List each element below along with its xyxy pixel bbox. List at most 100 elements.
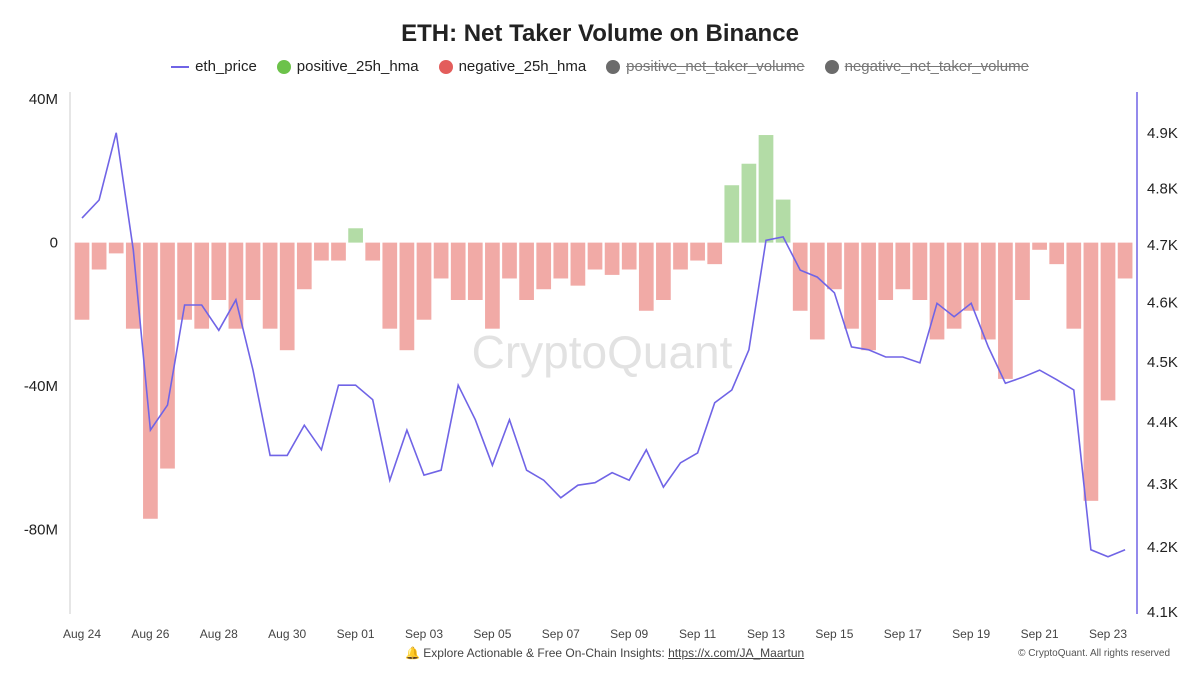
- negative-bar: [125, 242, 141, 329]
- line-marker-icon: [171, 65, 190, 68]
- positive-bar: [724, 185, 740, 243]
- x-tick-label: Sep 11: [679, 627, 716, 641]
- legend-label: positive_25h_hma: [296, 58, 419, 75]
- negative-bar: [1032, 242, 1047, 250]
- legend-item-positive-hma[interactable]: positive_25h_hma: [276, 58, 419, 75]
- y-left-tick-label: 0: [50, 235, 58, 252]
- negative-bar: [296, 242, 312, 290]
- negative-bar: [912, 242, 928, 300]
- negative-bar: [485, 242, 500, 329]
- negative-bar: [621, 242, 637, 270]
- negative-bar: [1066, 242, 1082, 329]
- y-right-tick-label: 4.2K: [1147, 539, 1178, 556]
- y-right-tick-label: 4.4K: [1147, 414, 1178, 431]
- y-right-tick-label: 4.9K: [1147, 125, 1178, 142]
- negative-bar: [1049, 242, 1065, 265]
- negative-bar: [416, 242, 432, 320]
- copyright: © CryptoQuant. All rights reserved: [1018, 648, 1170, 659]
- negative-bar: [399, 242, 415, 351]
- negative-bar: [228, 242, 244, 329]
- dot-marker-icon: [824, 59, 839, 74]
- negative-bar: [1015, 242, 1030, 300]
- negative-bar: [1100, 242, 1116, 401]
- x-tick-label: Sep 19: [952, 627, 990, 641]
- dot-marker-icon: [276, 59, 291, 74]
- negative-bar: [929, 242, 945, 340]
- negative-bar: [570, 242, 586, 286]
- bell-icon: 🔔: [405, 646, 420, 660]
- legend-item-negative-net-taker-volume[interactable]: negative_net_taker_volume: [824, 58, 1029, 75]
- x-tick-label: Sep 23: [1089, 627, 1127, 641]
- legend-item-negative-hma[interactable]: negative_25h_hma: [438, 58, 587, 75]
- x-tick-label: Sep 07: [542, 627, 580, 641]
- x-tick-label: Aug 30: [268, 627, 306, 641]
- legend-label: negative_net_taker_volume: [844, 58, 1029, 75]
- negative-bar: [946, 242, 962, 329]
- y-right-tick-label: 4.5K: [1147, 354, 1178, 371]
- x-tick-label: Sep 21: [1021, 627, 1059, 641]
- eth-price-line: [81, 132, 1126, 558]
- x-tick-label: Sep 13: [747, 627, 785, 641]
- positive-bar: [741, 163, 757, 243]
- negative-bar: [690, 242, 705, 261]
- negative-bar: [604, 242, 620, 275]
- negative-bar: [792, 242, 808, 311]
- negative-bar: [194, 242, 210, 329]
- x-tick-label: Sep 17: [884, 627, 922, 641]
- negative-bar: [553, 242, 569, 279]
- legend-label: negative_25h_hma: [458, 58, 587, 75]
- x-tick-label: Sep 03: [405, 627, 443, 641]
- negative-bar: [656, 242, 671, 300]
- y-right-tick-label: 4.6K: [1147, 295, 1178, 312]
- negative-bar: [450, 242, 466, 300]
- x-tick-label: Aug 24: [63, 627, 101, 641]
- x-tick-label: Sep 05: [473, 627, 511, 641]
- x-tick-label: Sep 01: [337, 627, 375, 641]
- negative-bar: [1083, 242, 1099, 501]
- footer-link[interactable]: https://x.com/JA_Maartun: [668, 646, 805, 660]
- negative-bar: [809, 242, 825, 340]
- negative-bar: [467, 242, 483, 300]
- y-right-tick-label: 4.3K: [1147, 476, 1178, 493]
- negative-bar: [587, 242, 603, 270]
- chart-title: ETH: Net Taker Volume on Binance: [401, 20, 799, 47]
- negative-bar: [279, 242, 295, 351]
- positive-bar: [758, 135, 774, 243]
- negative-bar: [143, 242, 158, 519]
- negative-bar: [895, 242, 911, 290]
- negative-bar: [211, 242, 227, 300]
- footer-text: Explore Actionable & Free On-Chain Insig…: [423, 646, 665, 660]
- watermark: CryptoQuant: [472, 326, 733, 378]
- negative-bar: [160, 242, 175, 469]
- negative-bar: [861, 242, 876, 351]
- legend-item-eth-price[interactable]: eth_price: [171, 58, 257, 75]
- dot-marker-icon: [606, 59, 621, 74]
- positive-bar: [348, 228, 363, 243]
- x-tick-label: Sep 15: [815, 627, 853, 641]
- dot-marker-icon: [438, 59, 453, 74]
- negative-bar: [844, 242, 859, 329]
- negative-bar: [827, 242, 842, 290]
- negative-bar: [998, 242, 1013, 379]
- y-left-tick-label: -80M: [24, 522, 58, 539]
- legend: eth_price positive_25h_hma negative_25h_…: [0, 58, 1200, 75]
- x-tick-label: Sep 09: [610, 627, 648, 641]
- legend-item-positive-net-taker-volume[interactable]: positive_net_taker_volume: [606, 58, 805, 75]
- x-tick-label: Aug 28: [200, 627, 238, 641]
- negative-bar: [331, 242, 346, 261]
- negative-bar: [1117, 242, 1133, 279]
- legend-label: positive_net_taker_volume: [626, 58, 805, 75]
- negative-bar: [262, 242, 278, 329]
- negative-bar: [365, 242, 381, 261]
- y-right-tick-label: 4.7K: [1147, 237, 1178, 254]
- negative-bar: [91, 242, 107, 270]
- negative-bar: [382, 242, 398, 329]
- negative-bar: [980, 242, 996, 340]
- negative-bar: [177, 242, 192, 320]
- y-right-tick-label: 4.1K: [1147, 604, 1178, 621]
- negative-bar: [638, 242, 654, 311]
- negative-bar: [433, 242, 449, 279]
- negative-bar: [707, 242, 723, 265]
- y-left-tick-label: 40M: [29, 91, 58, 108]
